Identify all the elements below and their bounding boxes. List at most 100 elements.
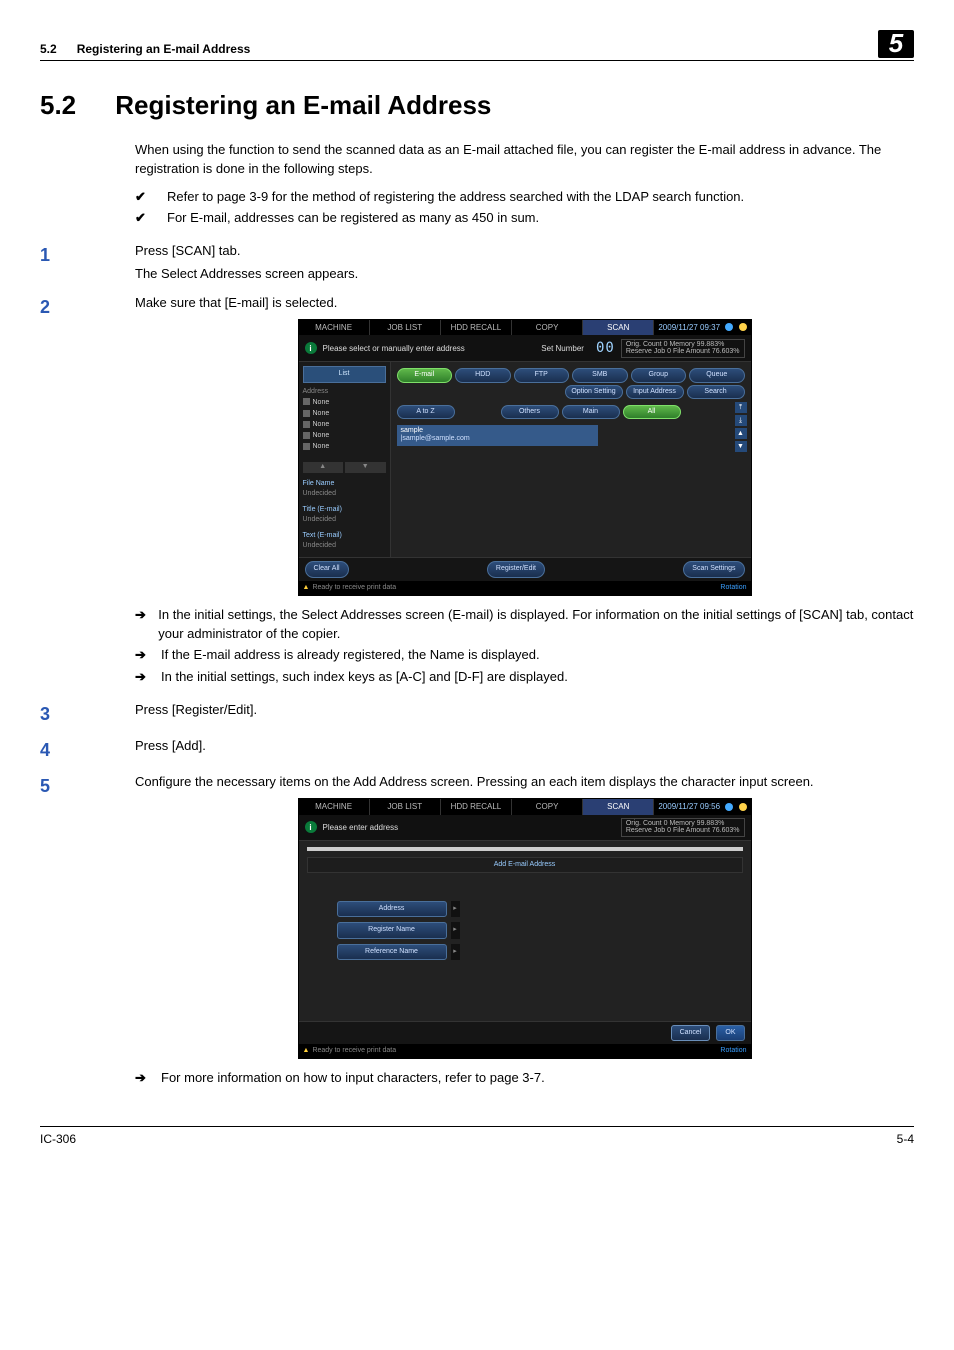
tab-machine[interactable]: MACHINE <box>299 320 370 336</box>
dest-queue-button[interactable]: Queue <box>689 368 745 382</box>
scroll-up-icon[interactable]: ▲ <box>735 428 747 439</box>
reference-name-field-button[interactable]: Reference Name <box>337 944 447 960</box>
tab-joblist[interactable]: JOB LIST <box>370 799 441 815</box>
info-icon: i <box>305 821 317 833</box>
running-head: 5.2 Registering an E-mail Address <box>40 41 878 58</box>
tab-hddrecall[interactable]: HDD RECALL <box>441 320 512 336</box>
sidebar: List Address None None None None None ▲ … <box>299 362 391 557</box>
up-icon[interactable]: ▲ <box>303 462 344 472</box>
text-label: Text (E-mail) <box>303 532 342 539</box>
index-atoz-button[interactable]: A to Z <box>397 405 455 419</box>
scroll-down-icon[interactable]: ▼ <box>735 441 747 452</box>
divider <box>307 847 743 851</box>
address-row: None <box>303 409 386 419</box>
rotation-indicator: Rotation <box>720 583 746 593</box>
status-box: Orig. Count 0 Memory 99.883% Reserve Job… <box>621 818 745 837</box>
main-area: E-mail HDD FTP SMB Group Queue Option Se… <box>391 362 751 557</box>
scan-settings-button[interactable]: Scan Settings <box>683 561 744 577</box>
step-text: Press [Register/Edit]. <box>135 701 914 720</box>
step-number: 1 <box>40 242 135 284</box>
status-dot-icon <box>739 803 747 811</box>
status-text: Ready to receive print data <box>312 583 396 593</box>
tab-copy[interactable]: COPY <box>512 320 583 336</box>
page-header: 5.2 Registering an E-mail Address 5 <box>40 30 914 61</box>
arrow-list: ➔For more information on how to input ch… <box>135 1069 914 1088</box>
rotation-indicator: Rotation <box>720 1046 746 1056</box>
index-main-button[interactable]: Main <box>562 405 620 419</box>
text-value: Undecided <box>303 542 336 549</box>
index-others-button[interactable]: Others <box>501 405 559 419</box>
step-subtext: The Select Addresses screen appears. <box>135 265 914 284</box>
search-button[interactable]: Search <box>687 385 745 399</box>
page-footer: IC-306 5-4 <box>40 1126 914 1148</box>
side-nav: ▲ ▼ <box>303 462 386 472</box>
dest-group-button[interactable]: Group <box>631 368 687 382</box>
scroll-top-icon[interactable]: ⤒ <box>735 402 747 413</box>
tab-machine[interactable]: MACHINE <box>299 799 370 815</box>
chevron-icon[interactable]: ▸ <box>451 922 460 938</box>
prompt-text: Please enter address <box>323 822 399 834</box>
input-address-button[interactable]: Input Address <box>626 385 684 399</box>
tab-hddrecall[interactable]: HDD RECALL <box>441 799 512 815</box>
warning-icon: ▲ <box>303 1046 310 1056</box>
address-row: None <box>303 442 386 452</box>
running-head-title: Registering an E-mail Address <box>77 42 251 56</box>
address-field-button[interactable]: Address <box>337 901 447 917</box>
step-number: 5 <box>40 773 135 1092</box>
arrow-text: In the initial settings, the Select Addr… <box>158 606 914 644</box>
register-name-field-button[interactable]: Register Name <box>337 922 447 938</box>
screenshot-add-address: MACHINE JOB LIST HDD RECALL COPY SCAN 20… <box>298 798 752 1059</box>
step-text: Press [SCAN] tab. <box>135 242 914 261</box>
section-number: 5.2 <box>40 87 108 125</box>
status-text: Ready to receive print data <box>312 1046 396 1056</box>
list-button[interactable]: List <box>303 366 386 382</box>
set-number-value: 00 <box>596 338 615 358</box>
tab-scan[interactable]: SCAN <box>583 799 654 815</box>
arrow-icon: ➔ <box>135 646 149 665</box>
address-row: None <box>303 420 386 430</box>
arrow-text: In the initial settings, such index keys… <box>161 668 568 687</box>
index-all-button[interactable]: All <box>623 405 681 419</box>
address-entry[interactable]: sample |sample@sample.com <box>397 425 599 446</box>
scroll-controls: ⤒ ⤓ ▲ ▼ <box>735 402 747 452</box>
option-setting-button[interactable]: Option Setting <box>565 385 623 399</box>
dest-smb-button[interactable]: SMB <box>572 368 628 382</box>
check-item: Refer to page 3-9 for the method of regi… <box>167 188 744 207</box>
dest-email-button[interactable]: E-mail <box>397 368 453 382</box>
step-number: 3 <box>40 701 135 727</box>
tab-copy[interactable]: COPY <box>512 799 583 815</box>
chevron-icon[interactable]: ▸ <box>451 944 460 960</box>
scroll-bottom-icon[interactable]: ⤓ <box>735 415 747 426</box>
footer-left: IC-306 <box>40 1131 76 1148</box>
ok-button[interactable]: OK <box>716 1025 744 1041</box>
clock: 2009/11/27 09:37 <box>654 320 750 336</box>
chevron-icon[interactable]: ▸ <box>451 901 460 917</box>
step-text: Press [Add]. <box>135 737 914 756</box>
arrow-text: If the E-mail address is already registe… <box>161 646 540 665</box>
dest-hdd-button[interactable]: HDD <box>455 368 511 382</box>
down-icon[interactable]: ▼ <box>345 462 386 472</box>
clock: 2009/11/27 09:56 <box>654 799 750 815</box>
filename-label: File Name <box>303 480 335 487</box>
prompt-text: Please select or manually enter address <box>323 343 465 355</box>
step: 1 Press [SCAN] tab. The Select Addresses… <box>40 242 914 284</box>
tab-scan[interactable]: SCAN <box>583 320 654 336</box>
entry-name: sample <box>401 427 595 435</box>
cancel-button[interactable]: Cancel <box>671 1025 711 1041</box>
checkmark-icon: ✔ <box>135 188 149 207</box>
tab-joblist[interactable]: JOB LIST <box>370 320 441 336</box>
address-row: None <box>303 398 386 408</box>
arrow-list: ➔ In the initial settings, the Select Add… <box>135 606 914 687</box>
step-text: Configure the necessary items on the Add… <box>135 773 914 792</box>
entry-mail: |sample@sample.com <box>401 435 595 443</box>
arrow-icon: ➔ <box>135 668 149 687</box>
step-number: 4 <box>40 737 135 763</box>
step-number: 2 <box>40 294 135 691</box>
add-email-section-label: Add E-mail Address <box>307 857 743 873</box>
clear-all-button[interactable]: Clear All <box>305 561 349 577</box>
dest-ftp-button[interactable]: FTP <box>514 368 570 382</box>
step: 5 Configure the necessary items on the A… <box>40 773 914 1092</box>
warning-icon: ▲ <box>303 583 310 593</box>
register-edit-button[interactable]: Register/Edit <box>487 561 545 577</box>
address-header: Address <box>303 387 386 397</box>
